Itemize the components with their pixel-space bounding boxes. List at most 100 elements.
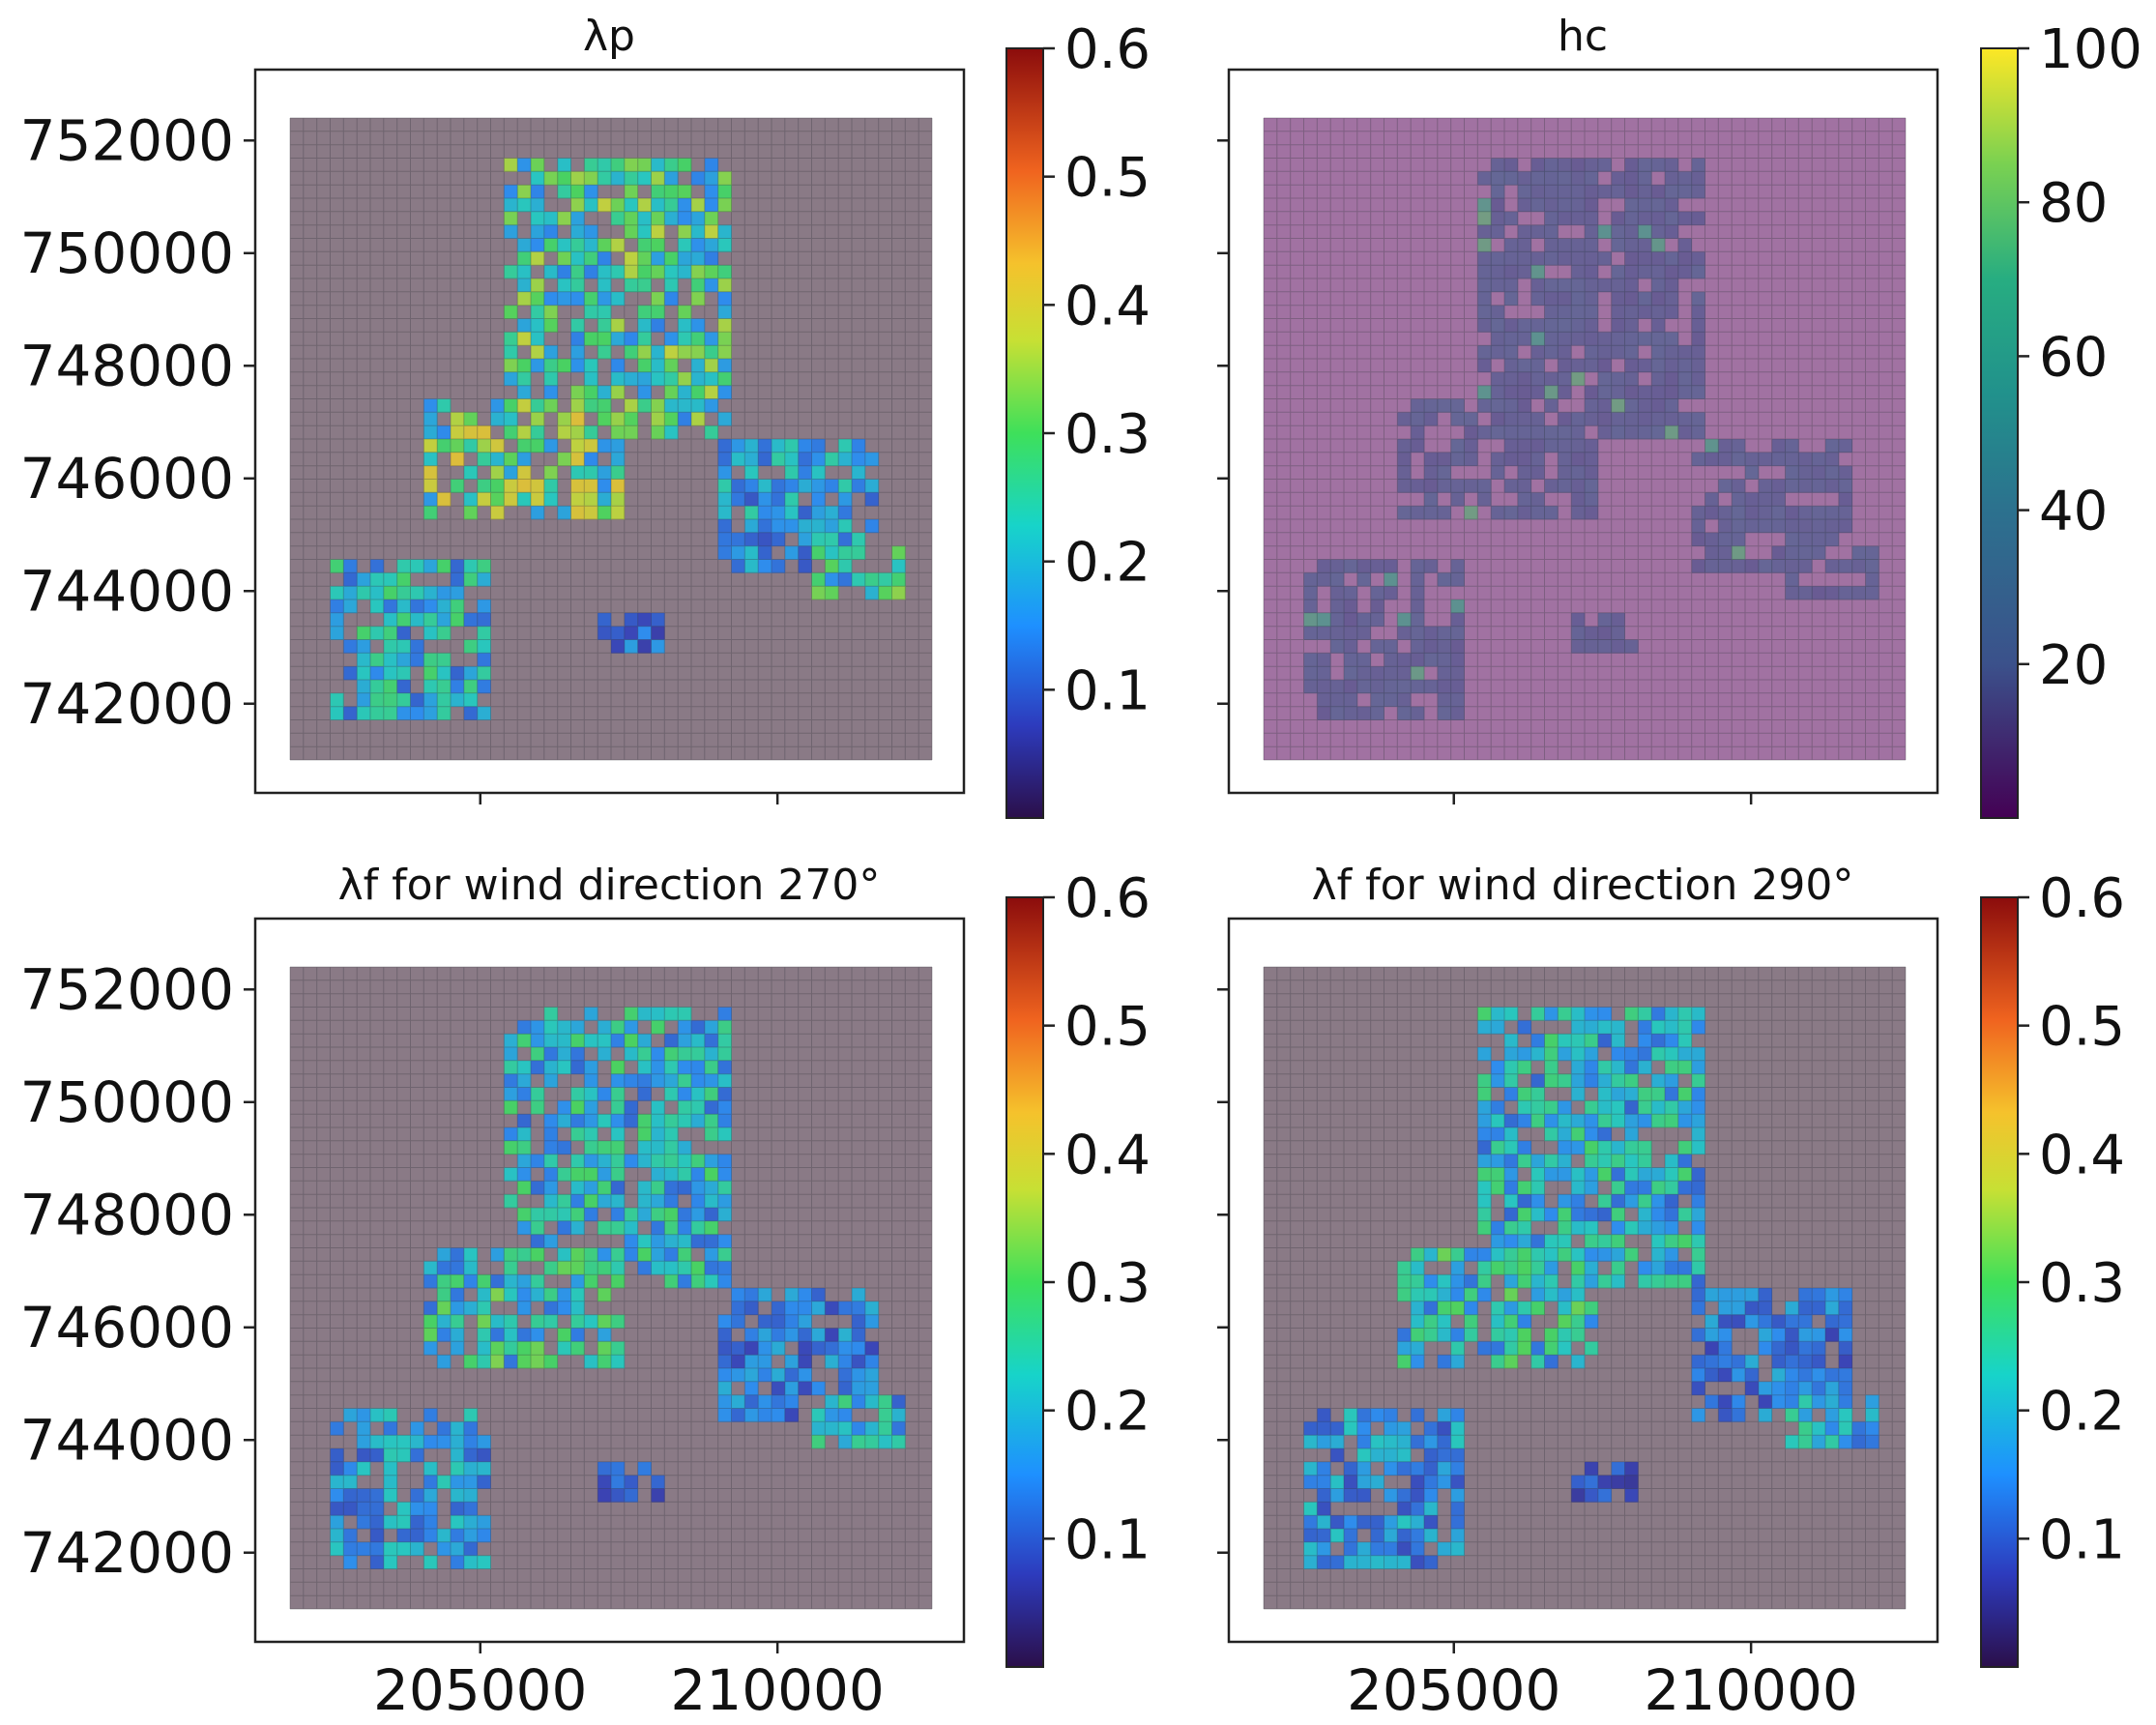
heat-cell [1397, 465, 1412, 480]
heat-cell [1691, 1007, 1705, 1021]
heat-cell [396, 1502, 411, 1516]
heat-cell [1785, 1368, 1799, 1383]
panel-title: λp [583, 12, 635, 61]
heat-cell [1732, 1408, 1746, 1422]
heat-cell [1450, 1355, 1465, 1369]
heat-cell [651, 1220, 665, 1235]
heat-cell [637, 171, 652, 186]
heat-cell [611, 238, 626, 252]
heat-cell [1437, 1461, 1451, 1476]
heat-cell [1530, 1234, 1545, 1248]
heat-cell [1638, 1154, 1652, 1168]
heat-cell [611, 291, 626, 306]
heat-cell [651, 371, 665, 386]
heat-cell [477, 1448, 491, 1463]
heat-cell [772, 1314, 786, 1329]
heat-cell [717, 1381, 732, 1395]
heat-cell [543, 211, 558, 225]
heat-cell [517, 1341, 532, 1356]
heat-cell [477, 425, 491, 440]
heat-cell [798, 1368, 812, 1383]
heat-cell [825, 479, 839, 493]
heat-cell [1477, 345, 1492, 360]
heat-cell [557, 452, 571, 466]
heat-cell [1558, 371, 1572, 386]
heat-cell [517, 1020, 532, 1035]
heat-cell [584, 371, 598, 386]
heat-cell [1585, 412, 1599, 426]
heat-cell [1491, 452, 1505, 466]
heat-cell [1437, 1355, 1451, 1369]
heat-cell [463, 412, 478, 426]
heat-cell [1424, 1475, 1439, 1489]
heat-cell [664, 1261, 679, 1275]
heat-cell [1665, 332, 1679, 346]
heat-cell [383, 1461, 397, 1476]
heat-cell [504, 1034, 518, 1048]
heat-cell [637, 1181, 652, 1195]
heat-cell [1424, 1301, 1439, 1315]
heat-cell [717, 1100, 732, 1115]
heat-cell [1718, 519, 1733, 534]
heat-cell [490, 1328, 505, 1342]
heat-cell [1665, 1167, 1679, 1182]
heat-cell [1450, 452, 1465, 466]
heat-cell [1504, 1288, 1519, 1302]
heat-cell [517, 1114, 532, 1128]
heat-cell [423, 680, 438, 694]
heat-cell [1812, 506, 1826, 520]
heat-cell [1597, 332, 1612, 346]
y-axis [1217, 988, 1229, 1555]
heat-cell [611, 1194, 626, 1209]
heat-cell [1665, 1208, 1679, 1222]
heat-cell [1838, 1328, 1852, 1342]
heat-cell [1571, 465, 1586, 480]
heat-cell [624, 626, 638, 640]
heat-cell [704, 1127, 718, 1142]
heat-cell [1504, 1355, 1519, 1369]
heat-cell [1798, 1341, 1813, 1356]
heat-cell [798, 439, 812, 453]
heat-cell [1504, 412, 1519, 426]
heat-cell [1530, 1194, 1545, 1209]
heat-cell [624, 158, 638, 172]
heat-cell [383, 1435, 397, 1449]
heat-cell [1530, 1208, 1545, 1222]
heat-cell [1638, 1208, 1652, 1222]
heat-cell [637, 612, 652, 627]
heat-cell [838, 479, 853, 493]
heat-cell [531, 251, 545, 266]
heat-cell [784, 1288, 799, 1302]
heat-cell [1424, 452, 1439, 466]
heat-cell [570, 439, 585, 453]
heat-cell [1530, 1167, 1545, 1182]
heat-cell [1865, 1394, 1879, 1409]
heat-cell [570, 1034, 585, 1048]
colorbar-tick-label: 0.2 [1064, 532, 1151, 595]
heat-cell [1411, 1541, 1425, 1556]
heat-cell [1677, 171, 1692, 186]
heat-cell [357, 1488, 371, 1503]
heat-cell [1691, 1194, 1705, 1209]
heat-cell [531, 398, 545, 413]
heat-cell [798, 479, 812, 493]
heat-cell [1517, 1181, 1531, 1195]
heat-cell [1517, 479, 1531, 493]
y-tick-label: 750000 [20, 1069, 234, 1135]
heat-cell [1597, 371, 1612, 386]
heat-cell [1825, 452, 1840, 466]
heat-cell [1691, 1208, 1705, 1222]
heat-cell [1530, 492, 1545, 507]
heat-cell [1558, 1140, 1572, 1155]
heat-cell [852, 1314, 866, 1329]
heat-cell [624, 1234, 638, 1248]
heat-cell [664, 1140, 679, 1155]
heat-cell [1437, 398, 1451, 413]
heat-cell [1477, 251, 1492, 266]
heat-cell [1384, 1408, 1398, 1422]
heat-cell [1424, 1515, 1439, 1530]
y-tick-label: 752000 [20, 107, 234, 173]
panel-title: λf for wind direction 290° [1312, 861, 1854, 910]
heat-cell [1758, 492, 1772, 507]
heat-cell [1758, 559, 1772, 573]
